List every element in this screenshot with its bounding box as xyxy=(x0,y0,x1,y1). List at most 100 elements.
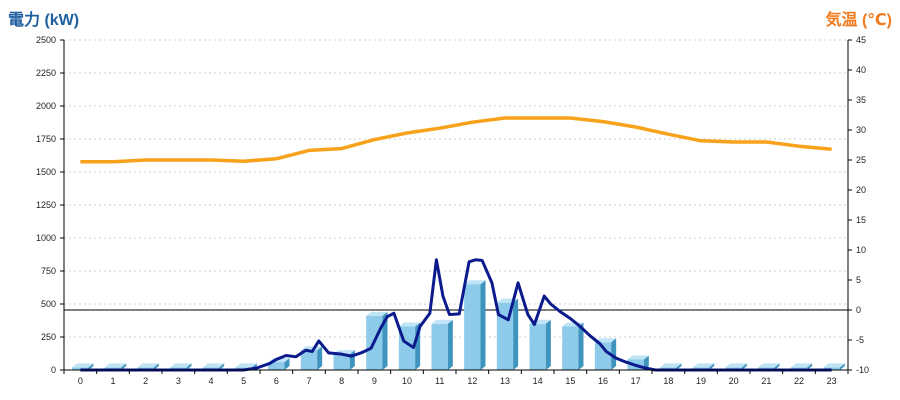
bar-front xyxy=(562,326,579,370)
x-tick-label: 1 xyxy=(110,376,115,386)
left-tick-label: 2500 xyxy=(36,35,56,45)
bar-top xyxy=(366,311,388,316)
right-tick-label: 20 xyxy=(856,185,866,195)
right-tick-label: 40 xyxy=(856,65,866,75)
grid-layer xyxy=(64,39,848,338)
bar-side xyxy=(578,322,584,370)
bar xyxy=(431,319,453,370)
power-line xyxy=(80,258,832,372)
bar-side xyxy=(317,346,323,370)
bar-series xyxy=(72,280,845,370)
tick-labels: 02505007501000125015001750200022502500-1… xyxy=(36,35,869,386)
bar xyxy=(562,322,584,370)
bar-top xyxy=(660,363,682,368)
left-tick-label: 500 xyxy=(41,299,56,309)
right-tick-label: 5 xyxy=(856,275,861,285)
x-tick-label: 21 xyxy=(761,376,771,386)
x-tick-label: 23 xyxy=(827,376,837,386)
bar-side xyxy=(741,363,747,370)
bar-front xyxy=(333,354,350,370)
bar-side xyxy=(709,363,715,370)
x-tick-label: 8 xyxy=(339,376,344,386)
bar-top xyxy=(170,363,192,368)
left-tick-label: 0 xyxy=(51,365,56,375)
bar xyxy=(529,319,551,370)
bar-front xyxy=(594,342,612,370)
right-tick-label: 15 xyxy=(856,215,866,225)
left-tick-label: 250 xyxy=(41,332,56,342)
bar-top xyxy=(398,322,421,327)
x-tick-label: 10 xyxy=(402,376,412,386)
bar-side xyxy=(545,319,551,370)
bar-top xyxy=(464,280,486,285)
left-tick-label: 1250 xyxy=(36,200,56,210)
bar-side xyxy=(284,358,290,370)
x-tick-label: 11 xyxy=(435,376,444,386)
x-tick-label: 20 xyxy=(729,376,739,386)
bar-top xyxy=(758,363,780,368)
temperature-series xyxy=(80,116,832,164)
x-tick-label: 7 xyxy=(306,376,311,386)
bar xyxy=(594,338,617,370)
x-tick-label: 14 xyxy=(533,376,543,386)
power-series xyxy=(80,258,832,372)
bar-top xyxy=(627,355,649,360)
left-tick-label: 1500 xyxy=(36,167,56,177)
bar-front xyxy=(431,323,448,370)
bar-side xyxy=(121,363,127,370)
bar-side xyxy=(513,298,519,370)
x-tick-label: 13 xyxy=(500,376,510,386)
right-tick-label: 0 xyxy=(856,305,861,315)
left-tick-label: 750 xyxy=(41,266,56,276)
right-axis-title: 気温 (℃) xyxy=(825,12,892,29)
x-tick-label: 12 xyxy=(467,376,477,386)
bar-top xyxy=(725,363,747,368)
x-tick-label: 19 xyxy=(696,376,706,386)
x-tick-label: 5 xyxy=(241,376,246,386)
right-tick-label: -10 xyxy=(856,365,869,375)
left-tick-label: 1000 xyxy=(36,233,56,243)
temperature-line xyxy=(80,116,832,164)
x-tick-label: 22 xyxy=(794,376,804,386)
bar xyxy=(72,363,94,370)
right-tick-label: -5 xyxy=(856,335,864,345)
x-tick-label: 15 xyxy=(565,376,575,386)
bar-side xyxy=(774,363,780,370)
bar-side xyxy=(153,363,159,370)
x-tick-label: 0 xyxy=(78,376,83,386)
x-tick-label: 6 xyxy=(274,376,279,386)
bar-side xyxy=(839,363,845,370)
bar-top xyxy=(823,363,845,368)
left-tick-label: 1750 xyxy=(36,134,56,144)
bar-side xyxy=(676,363,682,370)
bar-front xyxy=(268,362,285,370)
x-tick-label: 16 xyxy=(598,376,608,386)
bar-side xyxy=(447,319,453,370)
bar-side xyxy=(219,363,225,370)
bar-side xyxy=(480,280,486,370)
bar-top xyxy=(790,363,813,368)
bar-front xyxy=(300,350,318,370)
bar-top xyxy=(431,319,453,324)
bar-side xyxy=(611,338,617,370)
bar xyxy=(464,280,486,370)
right-tick-label: 25 xyxy=(856,155,866,165)
bar-side xyxy=(382,311,388,370)
bar-top xyxy=(104,363,127,368)
axes xyxy=(60,39,852,374)
bar xyxy=(496,298,519,370)
bar-top xyxy=(137,363,159,368)
bar-top xyxy=(235,363,257,368)
right-tick-label: 10 xyxy=(856,245,866,255)
x-tick-label: 18 xyxy=(663,376,673,386)
left-axis-title: 電力 (kW) xyxy=(8,12,80,29)
right-tick-label: 35 xyxy=(856,95,866,105)
x-tick-label: 9 xyxy=(372,376,377,386)
bar-top xyxy=(202,363,225,368)
left-tick-label: 2000 xyxy=(36,101,56,111)
bar-top xyxy=(72,363,94,368)
bar-front xyxy=(464,284,481,370)
bar-side xyxy=(88,363,94,370)
bar-side xyxy=(807,363,813,370)
